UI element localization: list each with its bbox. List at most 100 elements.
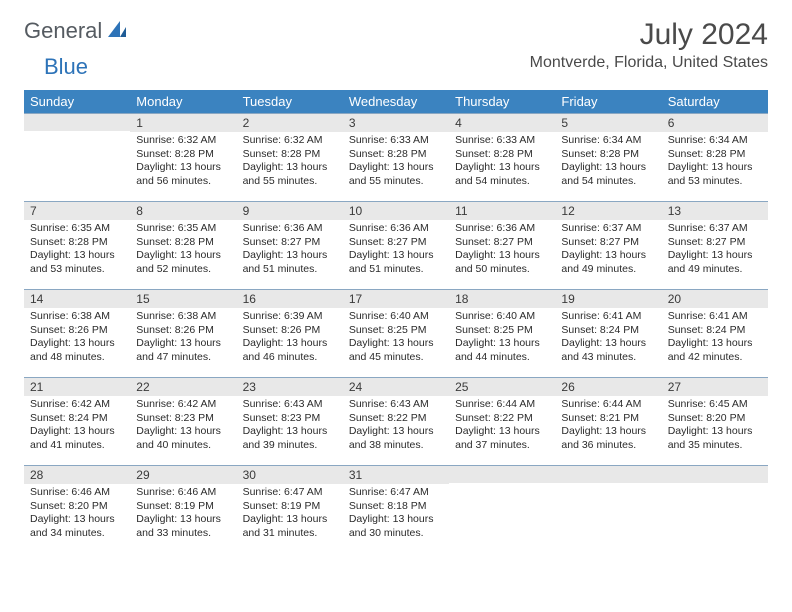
weekday-header: Monday [130, 90, 236, 113]
day-body: Sunrise: 6:36 AMSunset: 8:27 PMDaylight:… [449, 220, 555, 281]
day-body: Sunrise: 6:35 AMSunset: 8:28 PMDaylight:… [130, 220, 236, 281]
weekday-header: Tuesday [237, 90, 343, 113]
day-body: Sunrise: 6:43 AMSunset: 8:23 PMDaylight:… [237, 396, 343, 457]
weekday-header: Sunday [24, 90, 130, 113]
daylight-text1: Daylight: 13 hours [243, 513, 337, 527]
weekday-header-row: Sunday Monday Tuesday Wednesday Thursday… [24, 90, 768, 113]
sunset-text: Sunset: 8:28 PM [455, 148, 549, 162]
sunrise-text: Sunrise: 6:40 AM [349, 310, 443, 324]
day-number: 20 [662, 289, 768, 308]
daylight-text1: Daylight: 13 hours [668, 425, 762, 439]
calendar-table: Sunday Monday Tuesday Wednesday Thursday… [24, 90, 768, 553]
day-body: Sunrise: 6:32 AMSunset: 8:28 PMDaylight:… [237, 132, 343, 193]
calendar-cell: 6Sunrise: 6:34 AMSunset: 8:28 PMDaylight… [662, 113, 768, 201]
day-number: 21 [24, 377, 130, 396]
day-body: Sunrise: 6:35 AMSunset: 8:28 PMDaylight:… [24, 220, 130, 281]
day-number: 5 [555, 113, 661, 132]
daylight-text2: and 52 minutes. [136, 263, 230, 277]
daylight-text2: and 30 minutes. [349, 527, 443, 541]
day-number: 1 [130, 113, 236, 132]
daylight-text2: and 47 minutes. [136, 351, 230, 365]
daylight-text2: and 51 minutes. [349, 263, 443, 277]
sunset-text: Sunset: 8:26 PM [30, 324, 124, 338]
daylight-text1: Daylight: 13 hours [349, 425, 443, 439]
sunset-text: Sunset: 8:22 PM [349, 412, 443, 426]
day-number: 26 [555, 377, 661, 396]
day-body: Sunrise: 6:33 AMSunset: 8:28 PMDaylight:… [343, 132, 449, 193]
day-number: 9 [237, 201, 343, 220]
calendar-cell: 14Sunrise: 6:38 AMSunset: 8:26 PMDayligh… [24, 289, 130, 377]
daylight-text1: Daylight: 13 hours [243, 161, 337, 175]
calendar-cell: 8Sunrise: 6:35 AMSunset: 8:28 PMDaylight… [130, 201, 236, 289]
day-number [555, 465, 661, 483]
sunset-text: Sunset: 8:27 PM [349, 236, 443, 250]
day-number: 12 [555, 201, 661, 220]
calendar-week-row: 1Sunrise: 6:32 AMSunset: 8:28 PMDaylight… [24, 113, 768, 201]
sunrise-text: Sunrise: 6:35 AM [30, 222, 124, 236]
sunset-text: Sunset: 8:25 PM [455, 324, 549, 338]
sunrise-text: Sunrise: 6:35 AM [136, 222, 230, 236]
calendar-cell: 2Sunrise: 6:32 AMSunset: 8:28 PMDaylight… [237, 113, 343, 201]
daylight-text2: and 54 minutes. [455, 175, 549, 189]
day-body: Sunrise: 6:42 AMSunset: 8:23 PMDaylight:… [130, 396, 236, 457]
daylight-text2: and 51 minutes. [243, 263, 337, 277]
sunset-text: Sunset: 8:19 PM [136, 500, 230, 514]
calendar-cell: 10Sunrise: 6:36 AMSunset: 8:27 PMDayligh… [343, 201, 449, 289]
daylight-text1: Daylight: 13 hours [349, 337, 443, 351]
sunrise-text: Sunrise: 6:41 AM [561, 310, 655, 324]
daylight-text2: and 41 minutes. [30, 439, 124, 453]
sunrise-text: Sunrise: 6:33 AM [455, 134, 549, 148]
daylight-text1: Daylight: 13 hours [668, 161, 762, 175]
day-number [662, 465, 768, 483]
sunset-text: Sunset: 8:21 PM [561, 412, 655, 426]
sunrise-text: Sunrise: 6:46 AM [30, 486, 124, 500]
day-number: 2 [237, 113, 343, 132]
calendar-cell: 4Sunrise: 6:33 AMSunset: 8:28 PMDaylight… [449, 113, 555, 201]
day-body: Sunrise: 6:42 AMSunset: 8:24 PMDaylight:… [24, 396, 130, 457]
daylight-text1: Daylight: 13 hours [561, 249, 655, 263]
daylight-text2: and 56 minutes. [136, 175, 230, 189]
day-number: 13 [662, 201, 768, 220]
sunset-text: Sunset: 8:28 PM [668, 148, 762, 162]
sunrise-text: Sunrise: 6:46 AM [136, 486, 230, 500]
daylight-text2: and 35 minutes. [668, 439, 762, 453]
daylight-text1: Daylight: 13 hours [30, 249, 124, 263]
day-number: 29 [130, 465, 236, 484]
sunrise-text: Sunrise: 6:37 AM [668, 222, 762, 236]
day-body: Sunrise: 6:47 AMSunset: 8:18 PMDaylight:… [343, 484, 449, 545]
day-body: Sunrise: 6:38 AMSunset: 8:26 PMDaylight:… [130, 308, 236, 369]
sunset-text: Sunset: 8:26 PM [243, 324, 337, 338]
sunset-text: Sunset: 8:23 PM [243, 412, 337, 426]
calendar-cell [555, 465, 661, 553]
calendar-cell: 21Sunrise: 6:42 AMSunset: 8:24 PMDayligh… [24, 377, 130, 465]
day-body: Sunrise: 6:37 AMSunset: 8:27 PMDaylight:… [555, 220, 661, 281]
sunset-text: Sunset: 8:20 PM [30, 500, 124, 514]
daylight-text2: and 31 minutes. [243, 527, 337, 541]
day-body: Sunrise: 6:46 AMSunset: 8:20 PMDaylight:… [24, 484, 130, 545]
calendar-cell: 7Sunrise: 6:35 AMSunset: 8:28 PMDaylight… [24, 201, 130, 289]
sunrise-text: Sunrise: 6:32 AM [243, 134, 337, 148]
sunset-text: Sunset: 8:28 PM [561, 148, 655, 162]
daylight-text2: and 55 minutes. [243, 175, 337, 189]
day-number: 25 [449, 377, 555, 396]
calendar-cell: 23Sunrise: 6:43 AMSunset: 8:23 PMDayligh… [237, 377, 343, 465]
sunrise-text: Sunrise: 6:42 AM [136, 398, 230, 412]
sunrise-text: Sunrise: 6:37 AM [561, 222, 655, 236]
daylight-text1: Daylight: 13 hours [668, 337, 762, 351]
day-body: Sunrise: 6:38 AMSunset: 8:26 PMDaylight:… [24, 308, 130, 369]
sunrise-text: Sunrise: 6:44 AM [561, 398, 655, 412]
sunrise-text: Sunrise: 6:33 AM [349, 134, 443, 148]
day-number: 14 [24, 289, 130, 308]
sunrise-text: Sunrise: 6:39 AM [243, 310, 337, 324]
day-body: Sunrise: 6:40 AMSunset: 8:25 PMDaylight:… [449, 308, 555, 369]
calendar-cell: 20Sunrise: 6:41 AMSunset: 8:24 PMDayligh… [662, 289, 768, 377]
calendar-cell [24, 113, 130, 201]
calendar-cell: 22Sunrise: 6:42 AMSunset: 8:23 PMDayligh… [130, 377, 236, 465]
daylight-text2: and 54 minutes. [561, 175, 655, 189]
sunrise-text: Sunrise: 6:47 AM [349, 486, 443, 500]
day-number [449, 465, 555, 483]
sunrise-text: Sunrise: 6:34 AM [668, 134, 762, 148]
daylight-text1: Daylight: 13 hours [136, 337, 230, 351]
day-body: Sunrise: 6:41 AMSunset: 8:24 PMDaylight:… [555, 308, 661, 369]
daylight-text2: and 53 minutes. [30, 263, 124, 277]
